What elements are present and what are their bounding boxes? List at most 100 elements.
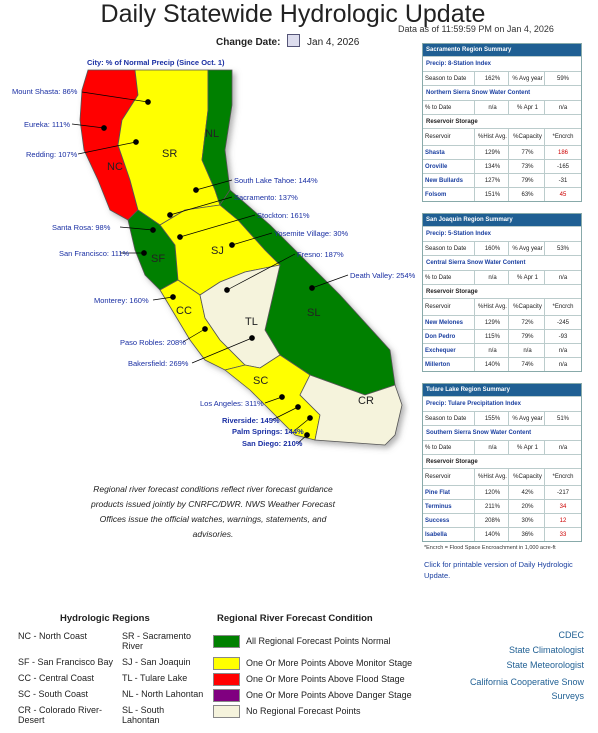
svg-text:SL: SL <box>307 307 320 319</box>
region-summary-panel: Tulare Lake Region Summary Precip: Tulare… <box>422 383 582 542</box>
printable-version-link[interactable]: Click for printable version of Daily Hyd… <box>424 560 573 580</box>
reservoir-row: New Melones 129% 72% -245 <box>423 315 581 329</box>
snow-apr: n/a <box>558 444 568 451</box>
region-legend-item: SL - South Lahontan <box>122 705 165 725</box>
reservoir-row: Millerton 140% 74% n/a <box>423 357 581 371</box>
city-label: Redding: 107% <box>26 150 78 159</box>
change-date-label: Change Date: <box>216 37 281 48</box>
svg-text:NL: NL <box>205 128 219 140</box>
reservoir-row: Oroville 134% 73% -165 <box>423 159 581 173</box>
snow-apr-label: % Apr 1 <box>509 441 545 454</box>
snow-to-date-label: % to Date <box>423 271 475 284</box>
season-label: Season to Date <box>423 242 475 255</box>
reservoir-cell: 129% <box>475 316 509 329</box>
reservoir-link[interactable]: Shasta <box>423 146 475 159</box>
reservoir-col-header: %Capacity <box>509 299 545 315</box>
city-label: Sacramento: 137% <box>234 193 298 202</box>
svg-text:CR: CR <box>358 395 374 407</box>
reservoir-cell: n/a <box>475 344 509 357</box>
map-caption: Regional river forecast conditions refle… <box>90 484 336 539</box>
reservoir-cell: 79% <box>509 174 545 187</box>
season-pct: 160% <box>475 242 509 255</box>
svg-text:TL: TL <box>245 316 258 328</box>
snow-to-date-label: % to Date <box>423 441 475 454</box>
reservoir-cell: 186 <box>557 149 568 156</box>
snow-surveys-link[interactable]: California Cooperative Snow Surveys <box>469 677 584 701</box>
condition-label: One Or More Points Above Flood Stage <box>246 674 405 684</box>
reservoir-cell: 140% <box>475 358 509 371</box>
reservoir-link[interactable]: Don Pedro <box>423 330 475 343</box>
snow-content-link[interactable]: Southern Sierra Snow Water Content <box>423 425 581 440</box>
city-label: Paso Robles: 208% <box>120 338 186 347</box>
reservoir-col-header: Reservoir <box>423 299 475 315</box>
precip-index-link[interactable]: Precip: Tulare Precipitation Index <box>423 396 581 411</box>
california-map: NL SR NC SF SJ CC TL SL SC CR <box>10 50 415 470</box>
snow-to-date: n/a <box>475 271 509 284</box>
reservoir-col-header: %Capacity <box>509 129 545 145</box>
monitor-swatch <box>213 657 240 670</box>
snow-content-link[interactable]: Northern Sierra Snow Water Content <box>423 85 581 100</box>
city-label: Mount Shasta: 86% <box>12 87 78 96</box>
snow-apr-label: % Apr 1 <box>509 101 545 114</box>
cdec-link[interactable]: CDEC <box>558 630 584 640</box>
region-legend-item: SR - Sacramento River <box>122 631 192 651</box>
reservoir-row: Isabella 140% 36% 33 <box>423 527 581 541</box>
season-label: Season to Date <box>423 72 475 85</box>
reservoir-link[interactable]: New Melones <box>423 316 475 329</box>
svg-text:NC: NC <box>107 161 123 173</box>
precip-index-link[interactable]: Precip: 8-Station Index <box>423 56 581 71</box>
flood-swatch <box>213 673 240 686</box>
precip-index-link[interactable]: Precip: 5-Station Index <box>423 226 581 241</box>
reservoir-link[interactable]: New Bullards <box>423 174 475 187</box>
panel-title: San Joaquin Region Summary <box>423 214 581 226</box>
snow-content-link[interactable]: Central Sierra Snow Water Content <box>423 255 581 270</box>
avg-label: % Avg year <box>509 412 545 425</box>
reservoir-link[interactable]: Exchequer <box>423 344 475 357</box>
reservoir-cell: 34 <box>559 503 567 510</box>
city-label: Los Angeles: 311% <box>200 399 264 408</box>
calendar-icon[interactable] <box>287 34 301 47</box>
reservoir-col-header: *Encrch <box>552 474 574 480</box>
hydrologic-regions-title: Hydrologic Regions <box>60 613 150 624</box>
city-label: South Lake Tahoe: 144% <box>234 176 318 185</box>
season-pct: 155% <box>475 412 509 425</box>
panel-title: Sacramento Region Summary <box>423 44 581 56</box>
reservoir-cell: n/a <box>509 344 545 357</box>
state-climatologist-link[interactable]: State Climatologist <box>508 645 584 655</box>
region-legend-item: SF - San Francisco Bay <box>18 657 114 667</box>
reservoir-cell: 129% <box>475 146 509 159</box>
svg-text:SJ: SJ <box>211 245 224 257</box>
reservoir-cell: 115% <box>475 330 509 343</box>
reservoir-cell: 73% <box>509 160 545 173</box>
reservoir-row: Exchequer n/a n/a n/a <box>423 343 581 357</box>
condition-label: All Regional Forecast Points Normal <box>246 636 391 646</box>
change-date-value: Jan 4, 2026 <box>307 37 360 48</box>
svg-text:SR: SR <box>162 148 177 160</box>
reservoir-row: Shasta 129% 77% 186 <box>423 145 581 159</box>
region-legend-item: NC - North Coast <box>18 631 88 641</box>
reservoir-link[interactable]: Pine Flat <box>423 486 475 499</box>
snow-apr: n/a <box>558 104 568 111</box>
reservoir-cell: 211% <box>475 500 509 513</box>
reservoir-link[interactable]: Success <box>423 514 475 527</box>
reservoir-link[interactable]: Millerton <box>423 358 475 371</box>
reservoir-link[interactable]: Terminus <box>423 500 475 513</box>
reservoir-col-header: %Hist Avg. <box>475 129 509 145</box>
avg-label: % Avg year <box>509 242 545 255</box>
reservoir-row: Don Pedro 115% 79% -93 <box>423 329 581 343</box>
state-meteorologist-link[interactable]: State Meteorologist <box>506 660 584 670</box>
reservoir-link[interactable]: Oroville <box>423 160 475 173</box>
condition-label: One Or More Points Above Danger Stage <box>246 690 412 700</box>
reservoir-cell: n/a <box>558 361 568 368</box>
normal-swatch <box>213 635 240 648</box>
city-label: Death Valley: 254% <box>350 271 416 280</box>
region-legend-item: SC - South Coast <box>18 689 89 699</box>
reservoir-link[interactable]: Isabella <box>423 528 475 541</box>
reservoir-col-header: *Encrch <box>552 134 574 140</box>
reservoir-row: Pine Flat 120% 42% -217 <box>423 485 581 499</box>
reservoir-cell: -93 <box>558 333 568 340</box>
reservoir-link[interactable]: Folsom <box>423 188 475 201</box>
forecast-condition-title: Regional River Forecast Condition <box>217 613 373 624</box>
season-label: Season to Date <box>423 412 475 425</box>
reservoir-col-header: %Hist Avg. <box>475 469 509 485</box>
